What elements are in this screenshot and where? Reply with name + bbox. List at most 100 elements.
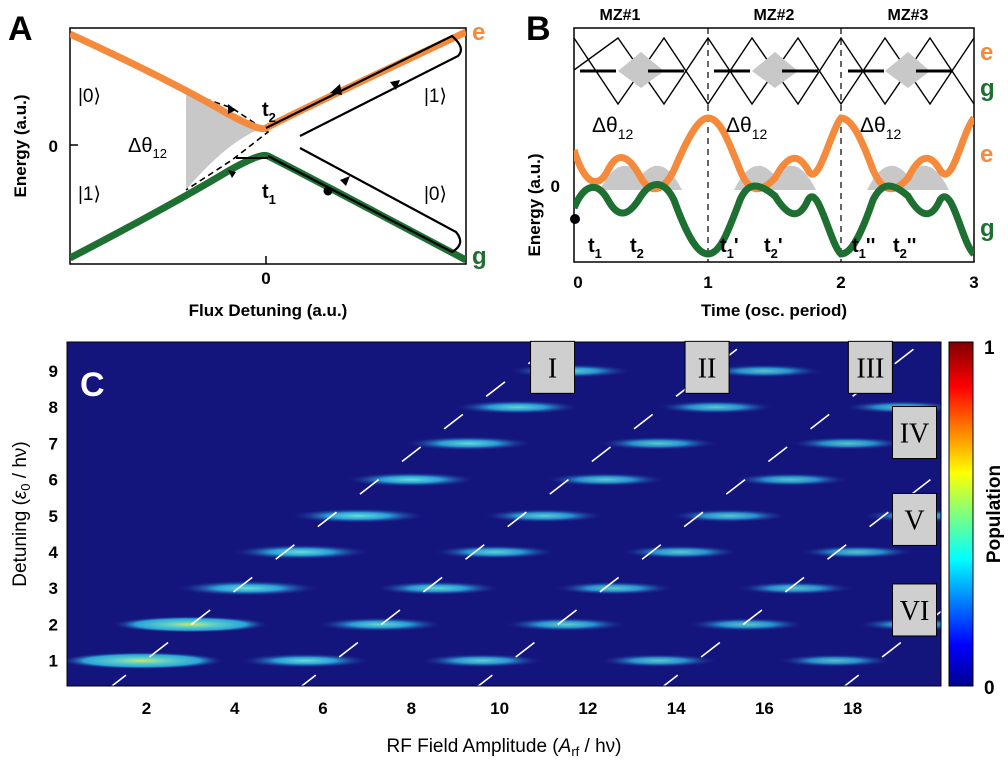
panel-a-plot [70,28,466,264]
resonance-n1-1 [67,652,226,670]
ket-lower-left: |1⟩ [78,184,101,205]
region-box-VI: VI [892,583,938,637]
resonance-n1-2 [238,653,373,668]
resonance-n4-2 [432,545,558,559]
c-xtick-2: 2 [142,699,151,718]
c-ytick-9: 9 [49,362,58,381]
resonance-n3-1 [174,580,321,596]
boundary-II-dash [507,511,527,528]
b-state-e-top: e [980,39,993,66]
boundary-I-dash [110,674,127,686]
region-box-V: V [892,492,938,546]
resonance-n7-2 [598,436,719,451]
boundary-III-dash [683,511,704,528]
c-xtick-18: 18 [843,699,862,718]
boundary-III-dash [557,609,578,626]
c-xtick-8: 8 [407,699,416,718]
panel-a-label: A [8,10,33,48]
heatmap-resonances [67,364,941,670]
resonance-n8-2 [656,400,776,414]
time-label-t1: t1 [588,235,602,261]
a-t1-label: t1 [262,181,276,207]
a-xlabel: Flux Detuning (a.u.) [189,301,348,320]
b-phase-label-1: Δθ12 [592,114,634,142]
boundary-III-dash [937,317,956,331]
boundary-I-dash [275,544,295,560]
time-label-t1-prime: t1' [720,235,739,261]
resonance-n7-1 [403,436,534,451]
c-xtick-14: 14 [667,699,686,718]
c-ytick-3: 3 [49,579,58,598]
c-ytick-6: 6 [49,471,58,490]
svg-text:VI: VI [900,596,930,627]
mz-label-3: MZ#3 [888,7,929,24]
boundary-I-dash [190,609,211,626]
b-xtick-2: 2 [836,273,845,292]
colorbar-label: Population [984,465,1005,563]
a-xtick-label: 0 [261,269,270,288]
c-ytick-2: 2 [49,615,58,634]
b-start-dot [570,214,580,224]
boundary-IV-dash [742,609,763,626]
c-xtick-16: 16 [755,699,774,718]
panel-c-label: C [80,366,105,404]
resonance-n2-2 [315,617,446,632]
boundary-II-dash [300,674,317,686]
colorbar-tick-min: 0 [984,678,995,699]
region-box-I: I [530,340,576,394]
a-state-e: e [472,19,485,46]
svg-text:I: I [548,353,557,384]
arrow-5 [228,170,236,178]
trajectory-upper [265,34,462,137]
ket-lower-right: |0⟩ [424,184,447,205]
time-label-t2-prime: t2' [764,235,783,261]
panel-a: A 0 0 Flux Detuning (a.u. [8,10,487,320]
c-ylabel: Detuning (ε0 / hν) [10,441,33,587]
panel-b-label: B [526,10,551,48]
resonance-n1-3 [419,653,545,668]
resonance-n9-2 [705,364,824,378]
b-xtick-1: 1 [703,273,712,292]
mz-cell-1 [618,52,664,88]
mz-cell-2 [752,52,798,88]
c-ytick-5: 5 [49,507,58,526]
resonance-n6-3 [731,473,851,487]
boundary-IV-dash [996,414,1008,428]
b-xlabel: Time (osc. period) [701,301,847,320]
boundary-I-dash [233,576,253,593]
resonance-n7-3 [789,436,907,450]
resonance-n5-2 [482,509,606,523]
b-state-g: g [980,215,995,242]
svg-text:V: V [904,505,924,536]
boundary-III-dash [725,478,746,495]
b-state-e: e [980,141,993,168]
boundary-I-dash [359,478,380,495]
resonance-n4-1 [230,544,371,560]
time-label-t1-dprime: t1'' [852,235,875,261]
boundary-IV-dash [784,576,805,593]
colorbar-tick-max: 1 [984,338,995,359]
resonance-n4-3 [620,545,741,559]
b-xtick-3: 3 [969,273,978,292]
boundary-III-dash [599,576,620,593]
c-x-axis-ticks: 2 4 6 8 10 12 14 16 18 [142,699,862,718]
boundary-III-dash [641,544,662,560]
b-xtick-0: 0 [573,273,582,292]
b-time-labels: t1 t2 t1' t2' t1'' t2'' [588,235,916,261]
region-box-II: II [684,340,730,394]
b-ground-curve [574,181,974,258]
start-dot [323,186,333,196]
ket-upper-right: |1⟩ [424,86,447,107]
resonance-n4-4 [799,545,916,559]
b-phase-label-2: Δθ12 [726,114,768,142]
boundary-II-dash [591,446,612,463]
svg-text:III: III [856,353,884,384]
boundary-IV-dash [662,674,679,686]
resonance-n3-3 [553,581,676,595]
boundary-II-dash [380,609,401,626]
arrow-4 [228,104,236,114]
a-t2-label: t2 [262,99,276,125]
time-label-t2: t2 [630,235,644,261]
boundary-III-dash [767,446,788,463]
